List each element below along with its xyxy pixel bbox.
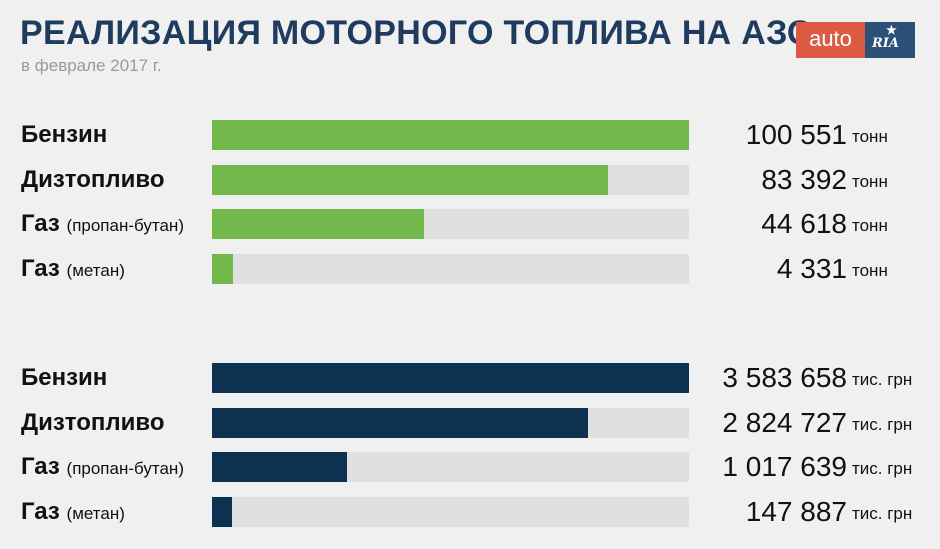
category-label: Газ (метан) bbox=[21, 251, 125, 287]
page-subtitle: в феврале 2017 г. bbox=[21, 56, 162, 75]
bar-track bbox=[212, 407, 689, 438]
value-label: 2 824 727 bbox=[722, 406, 847, 438]
unit-label: тис. грн bbox=[852, 414, 913, 434]
category-label: Бензин bbox=[21, 360, 107, 396]
bar-track bbox=[212, 497, 689, 528]
value-label: 3 583 658 bbox=[722, 362, 847, 393]
category-name: Газ bbox=[21, 453, 60, 481]
logo-ria-part: ★ RIA bbox=[865, 22, 915, 58]
bar-track bbox=[212, 164, 689, 195]
category-qualifier: (пропан-бутан) bbox=[66, 216, 184, 236]
unit-label: тис. грн bbox=[852, 459, 913, 479]
bar-row: Газ (метан) 147 887 тис. грн bbox=[0, 494, 940, 530]
logo-auto-part: auto bbox=[796, 22, 865, 58]
category-name: Газ bbox=[21, 498, 60, 526]
category-name: Газ bbox=[21, 255, 60, 283]
logo-ria-text: RIA bbox=[872, 36, 899, 51]
bar-row: Дизтопливо 2 824 727 тис. грн bbox=[0, 405, 940, 441]
bar-track bbox=[212, 254, 689, 285]
page-title: РЕАЛИЗАЦИЯ МОТОРНОГО ТОПЛИВА НА АЗС bbox=[20, 14, 812, 52]
value-label: 83 392 bbox=[761, 163, 847, 195]
value-label: 147 887 bbox=[745, 496, 847, 528]
autoria-logo: auto ★ RIA bbox=[796, 22, 915, 58]
category-name: Бензин bbox=[21, 364, 108, 391]
category-label: Бензин bbox=[21, 117, 107, 153]
category-qualifier: (метан) bbox=[66, 261, 125, 281]
bar-row: Дизтопливо 83 392 тонн bbox=[0, 162, 940, 198]
category-name: Бензин bbox=[21, 121, 108, 148]
unit-label: тонн bbox=[852, 216, 888, 236]
bar bbox=[212, 363, 689, 393]
category-label: Газ (пропан-бутан) bbox=[21, 206, 184, 242]
bar bbox=[212, 164, 608, 195]
category-label: Газ (метан) bbox=[21, 494, 125, 530]
bar-track bbox=[212, 120, 689, 150]
value-label: 1 017 639 bbox=[722, 451, 847, 483]
bar bbox=[212, 452, 347, 483]
category-label: Газ (пропан-бутан) bbox=[21, 449, 184, 485]
bar-track bbox=[212, 363, 689, 393]
bar-row: Бензин 3 583 658 тис. грн bbox=[0, 360, 940, 396]
bar-row: Газ (пропан-бутан) 1 017 639 тис. грн bbox=[0, 449, 940, 485]
category-label: Дизтопливо bbox=[21, 162, 164, 198]
unit-label: тис. грн bbox=[852, 504, 913, 524]
value-label: 100 551 bbox=[745, 119, 847, 150]
bar-row: Газ (метан) 4 331 тонн bbox=[0, 251, 940, 287]
bar-row: Газ (пропан-бутан) 44 618 тонн bbox=[0, 206, 940, 242]
category-name: Дизтопливо bbox=[21, 408, 165, 436]
bar-row: Бензин 100 551 тонн bbox=[0, 117, 940, 153]
category-qualifier: (пропан-бутан) bbox=[66, 459, 184, 479]
bar-track bbox=[212, 452, 689, 483]
value-label: 4 331 bbox=[776, 253, 847, 285]
bar bbox=[212, 120, 689, 150]
category-qualifier: (метан) bbox=[66, 504, 125, 524]
bar bbox=[212, 497, 232, 528]
unit-label: тис. грн bbox=[852, 370, 913, 389]
category-name: Дизтопливо bbox=[21, 165, 165, 193]
unit-label: тонн bbox=[852, 171, 888, 191]
unit-label: тонн bbox=[852, 261, 888, 281]
bar bbox=[212, 407, 588, 438]
unit-label: тонн bbox=[852, 127, 888, 146]
value-label: 44 618 bbox=[761, 208, 847, 240]
bar bbox=[212, 209, 424, 240]
star-icon: ★ bbox=[886, 23, 897, 37]
bar-track bbox=[212, 209, 689, 240]
category-label: Дизтопливо bbox=[21, 405, 164, 441]
bar bbox=[212, 254, 233, 285]
category-name: Газ bbox=[21, 210, 60, 238]
